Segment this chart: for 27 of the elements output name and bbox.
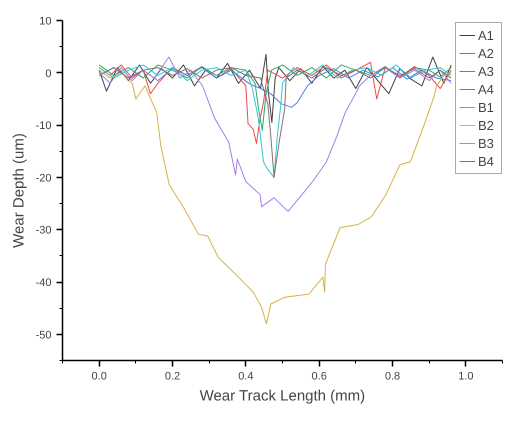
x-tick-label: 0.8 bbox=[384, 370, 400, 382]
x-tick-label: 0.0 bbox=[92, 370, 107, 382]
x-tick-label: 1.0 bbox=[458, 370, 474, 382]
y-tick-label: 0 bbox=[45, 68, 52, 80]
y-tick-label: -20 bbox=[36, 172, 52, 184]
line-series bbox=[98, 56, 452, 212]
y-tick-label: -50 bbox=[36, 329, 52, 342]
x-tick-label: 0.4 bbox=[238, 370, 254, 382]
y-tick-label: -40 bbox=[36, 277, 52, 290]
y-tick-label: 10 bbox=[39, 16, 52, 28]
legend-label: A1 bbox=[478, 26, 495, 44]
legend-label: A3 bbox=[478, 62, 495, 80]
x-tick-label: 0.6 bbox=[312, 370, 327, 382]
y-axis-title: Wear Depth (um) bbox=[10, 133, 28, 248]
line-series bbox=[98, 54, 452, 123]
line-series bbox=[98, 64, 452, 131]
legend-label: B3 bbox=[478, 134, 495, 152]
x-tick-label: 0.2 bbox=[164, 370, 180, 382]
y-tick-label: -10 bbox=[36, 120, 52, 132]
y-tick-label: -30 bbox=[36, 224, 52, 237]
legend-label: B1 bbox=[478, 98, 495, 116]
legend-label: A4 bbox=[478, 80, 495, 98]
legend-label: A2 bbox=[478, 44, 495, 62]
legend-label: B2 bbox=[478, 116, 495, 134]
line-series bbox=[98, 70, 452, 324]
x-axis-title: Wear Track Length (mm) bbox=[200, 388, 366, 404]
legend-label: B4 bbox=[478, 152, 495, 170]
